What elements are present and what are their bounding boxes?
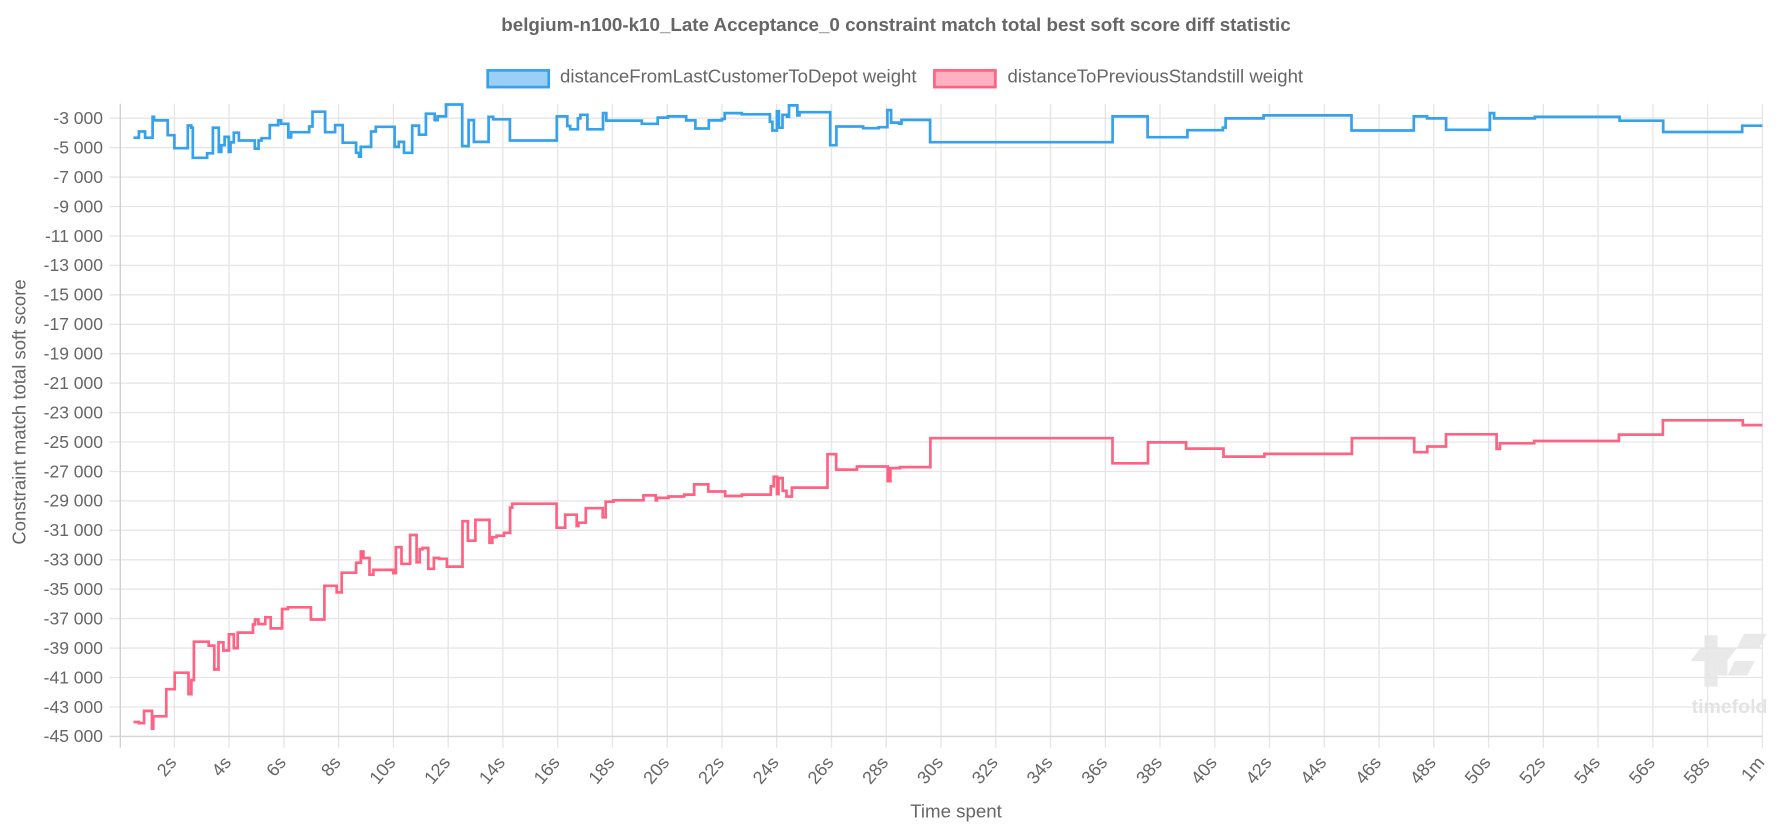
svg-text:Time spent: Time spent <box>910 801 1003 822</box>
svg-text:-17 000: -17 000 <box>44 314 104 334</box>
svg-text:-15 000: -15 000 <box>44 285 104 305</box>
svg-text:-27 000: -27 000 <box>44 461 104 481</box>
svg-text:-25 000: -25 000 <box>44 432 104 452</box>
svg-text:-33 000: -33 000 <box>44 550 104 570</box>
svg-text:-5 000: -5 000 <box>53 137 103 157</box>
svg-text:-31 000: -31 000 <box>44 520 104 540</box>
svg-text:-23 000: -23 000 <box>44 402 104 422</box>
svg-text:-35 000: -35 000 <box>44 579 104 599</box>
svg-text:-41 000: -41 000 <box>44 667 104 687</box>
svg-text:-9 000: -9 000 <box>53 196 103 216</box>
svg-text:belgium-n100-k10_Late Acceptan: belgium-n100-k10_Late Acceptance_0 const… <box>501 14 1290 35</box>
svg-text:-21 000: -21 000 <box>44 373 104 393</box>
svg-text:distanceToPreviousStandstill w: distanceToPreviousStandstill weight <box>1008 65 1304 86</box>
svg-text:-7 000: -7 000 <box>53 167 103 187</box>
svg-text:-19 000: -19 000 <box>44 344 104 364</box>
svg-text:Constraint match total soft sc: Constraint match total soft score <box>9 279 30 544</box>
svg-text:-29 000: -29 000 <box>44 491 104 511</box>
svg-text:-11 000: -11 000 <box>45 226 103 246</box>
svg-text:-45 000: -45 000 <box>44 726 104 746</box>
svg-text:-37 000: -37 000 <box>44 608 104 628</box>
svg-text:-43 000: -43 000 <box>44 697 104 717</box>
svg-text:-13 000: -13 000 <box>44 255 104 275</box>
svg-text:-39 000: -39 000 <box>44 638 104 658</box>
svg-text:distanceFromLastCustomerToDepo: distanceFromLastCustomerToDepot weight <box>560 65 917 86</box>
svg-text:-3 000: -3 000 <box>53 108 103 128</box>
